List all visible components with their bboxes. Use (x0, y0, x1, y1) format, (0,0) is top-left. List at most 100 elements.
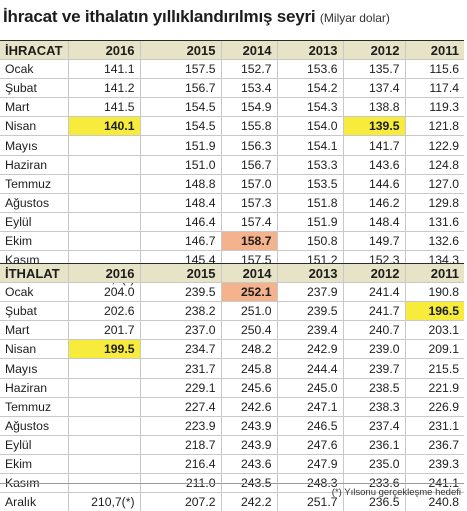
value-cell: 231.1 (404, 415, 464, 436)
value-cell: 248.2 (220, 339, 277, 359)
value-cell: 229.1 (139, 377, 221, 398)
value-cell: 239.3 (404, 453, 464, 474)
value-cell: 241.4 (342, 282, 405, 302)
value-cell: 201.7 (67, 320, 140, 340)
value-cell: 196.5 (404, 301, 464, 321)
table-row: Mart 141.5 154.5 154.9 154.3 138.8 119.3 (0, 97, 464, 117)
month-label: Ağustos (0, 415, 68, 436)
value-cell: 156.7 (220, 154, 277, 175)
value-cell: 231.7 (139, 358, 221, 379)
value-cell: 215.5 (404, 358, 464, 379)
value-cell: 247.9 (276, 453, 343, 474)
year-header: 2015 (139, 41, 221, 60)
month-label: Haziran (0, 154, 68, 175)
month-label: Aralık (0, 492, 68, 511)
value-cell: 151.9 (276, 211, 343, 232)
year-header: 2011 (404, 264, 464, 283)
table-row: Haziran 229.1 245.6 245.0 238.5 221.9 (0, 377, 464, 398)
value-cell: 241.7 (342, 301, 405, 321)
value-cell (67, 396, 140, 417)
value-cell: 204.0 (67, 282, 140, 302)
value-cell: 223.9 (139, 415, 221, 436)
value-cell: 203.1 (404, 320, 464, 340)
value-cell: 240.7 (342, 320, 405, 340)
year-header: 2015 (139, 264, 221, 283)
footnote: (*) Yılsonu gerçekleşme hedefi (331, 487, 461, 498)
value-cell: 244.4 (276, 358, 343, 379)
value-cell: 146.4 (139, 211, 221, 232)
value-cell: 141.5 (67, 97, 140, 117)
value-cell: 211.0 (139, 473, 221, 493)
value-cell (67, 154, 140, 175)
value-cell: 216.4 (139, 453, 221, 474)
value-cell: 132.6 (404, 230, 464, 251)
value-cell: 246.5 (276, 415, 343, 436)
value-cell: 199.5 (67, 339, 140, 359)
table-row: Haziran 151.0 156.7 153.3 143.6 124.8 (0, 154, 464, 175)
month-label: Nisan (0, 116, 68, 136)
month-label: Haziran (0, 377, 68, 398)
value-cell (67, 211, 140, 232)
table-row: Mayıs 151.9 156.3 154.1 141.7 122.9 (0, 135, 464, 156)
export-header-row: İHRACAT 2016 2015 2014 2013 2012 2011 (0, 41, 464, 60)
value-cell: 251.0 (220, 301, 277, 321)
value-cell: 243.9 (220, 434, 277, 455)
value-cell: 154.0 (276, 116, 343, 136)
value-cell: 153.3 (276, 154, 343, 175)
subtitle-text: (Milyar dolar) (319, 11, 390, 25)
value-cell: 152.7 (220, 59, 277, 79)
value-cell: 122.9 (404, 135, 464, 156)
value-cell: 245.8 (220, 358, 277, 379)
table-row: Ekim 146.7 158.7 150.8 149.7 132.6 (0, 230, 464, 251)
value-cell: 148.4 (342, 211, 405, 232)
export-section-label: İHRACAT (0, 41, 68, 60)
value-cell: 239.7 (342, 358, 405, 379)
value-cell: 157.5 (139, 59, 221, 79)
value-cell: 131.6 (404, 211, 464, 232)
year-header: 2014 (220, 264, 277, 283)
value-cell: 138.8 (342, 97, 405, 117)
value-cell: 237.0 (139, 320, 221, 340)
value-cell: 144.6 (342, 173, 405, 194)
value-cell: 153.6 (276, 59, 343, 79)
year-header: 2013 (276, 264, 343, 283)
month-label: Eylül (0, 434, 68, 455)
table-row: Ocak 141.1 157.5 152.7 153.6 135.7 115.6 (0, 59, 464, 79)
value-cell: 238.2 (139, 301, 221, 321)
value-cell: 239.0 (342, 339, 405, 359)
value-cell: 117.4 (404, 78, 464, 98)
year-header: 2012 (342, 264, 405, 283)
value-cell: 239.4 (276, 320, 343, 340)
value-cell: 235.0 (342, 453, 405, 474)
value-cell: 157.3 (220, 192, 277, 213)
value-cell: 154.5 (139, 97, 221, 117)
value-cell: 141.2 (67, 78, 140, 98)
year-header: 2014 (220, 41, 277, 60)
value-cell: 237.4 (342, 415, 405, 436)
value-cell: 137.4 (342, 78, 405, 98)
value-cell: 209.1 (404, 339, 464, 359)
value-cell: 143.6 (342, 154, 405, 175)
value-cell: 129.8 (404, 192, 464, 213)
table-row: Mart 201.7 237.0 250.4 239.4 240.7 203.1 (0, 320, 464, 340)
value-cell: 154.1 (276, 135, 343, 156)
bottom-rule (0, 483, 464, 484)
value-cell: 124.8 (404, 154, 464, 175)
value-cell: 158.7 (220, 230, 277, 251)
value-cell (67, 377, 140, 398)
import-header-row: İTHALAT 2016 2015 2014 2013 2012 2011 (0, 264, 464, 283)
value-cell: 234.7 (139, 339, 221, 359)
value-cell: 154.3 (276, 97, 343, 117)
value-cell: 247.1 (276, 396, 343, 417)
value-cell: 221.9 (404, 377, 464, 398)
value-cell: 250.4 (220, 320, 277, 340)
value-cell: 141.7 (342, 135, 405, 156)
value-cell (67, 173, 140, 194)
table-row: Eylül 218.7 243.9 247.6 236.1 236.7 (0, 434, 464, 455)
value-cell: 237.9 (276, 282, 343, 302)
value-cell: 245.6 (220, 377, 277, 398)
month-label: Mart (0, 97, 68, 117)
value-cell: 207.2 (139, 492, 221, 511)
value-cell: 239.5 (276, 301, 343, 321)
table-row: Eylül 146.4 157.4 151.9 148.4 131.6 (0, 211, 464, 232)
